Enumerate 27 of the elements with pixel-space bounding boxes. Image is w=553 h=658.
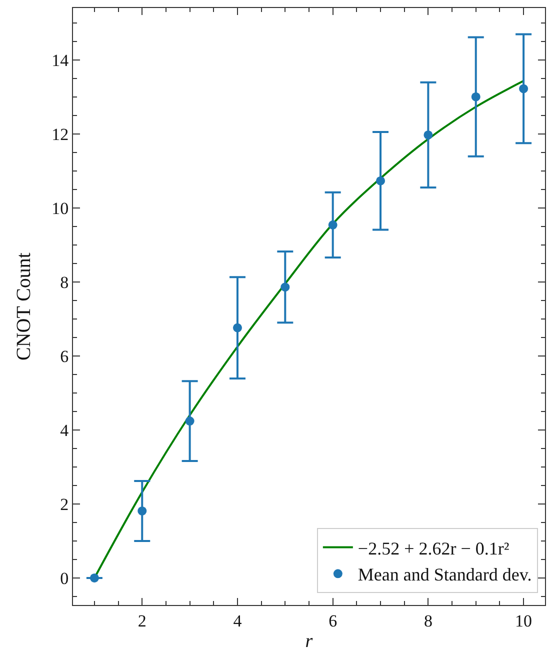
y-axis-title: CNOT Count <box>13 252 36 360</box>
point <box>471 92 480 102</box>
x-axis-title: r <box>305 631 314 652</box>
point <box>185 416 194 426</box>
x-tick-label: 2 <box>138 611 146 630</box>
legend-label: −2.52 + 2.62r − 0.1r² <box>358 538 510 558</box>
point <box>280 282 290 292</box>
x-tick-label: 8 <box>424 611 432 630</box>
y-tick-label: 14 <box>52 50 70 70</box>
x-tick-label: 6 <box>328 611 338 630</box>
legend-label: Mean and Standard dev. <box>358 564 532 585</box>
point <box>232 323 242 332</box>
y-tick-label: 10 <box>52 198 69 218</box>
y-tick-label: 8 <box>60 272 69 292</box>
x-tick-label: 4 <box>233 611 242 630</box>
point <box>90 573 99 582</box>
point <box>424 130 433 140</box>
point <box>328 220 338 230</box>
point <box>138 506 147 516</box>
point <box>519 84 528 94</box>
x-tick-label: 10 <box>515 611 532 630</box>
y-tick-label: 0 <box>60 568 69 588</box>
y-tick-label: 2 <box>60 494 69 514</box>
y-tick-label: 4 <box>60 420 70 440</box>
point <box>376 176 386 186</box>
y-tick-label: 12 <box>52 124 69 144</box>
y-tick-label: 6 <box>60 346 69 366</box>
